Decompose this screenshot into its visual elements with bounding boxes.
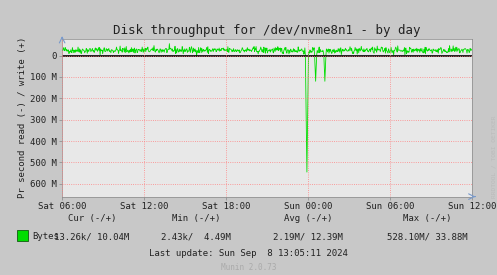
Text: Last update: Sun Sep  8 13:05:11 2024: Last update: Sun Sep 8 13:05:11 2024	[149, 249, 348, 258]
Text: 528.10M/ 33.88M: 528.10M/ 33.88M	[387, 232, 468, 241]
Text: 2.19M/ 12.39M: 2.19M/ 12.39M	[273, 232, 343, 241]
Text: Cur (-/+): Cur (-/+)	[68, 214, 116, 223]
Text: 2.43k/  4.49M: 2.43k/ 4.49M	[162, 232, 231, 241]
Text: Avg (-/+): Avg (-/+)	[284, 214, 332, 223]
Text: RRDTOOL / TOBI OETIKER: RRDTOOL / TOBI OETIKER	[491, 116, 496, 198]
Y-axis label: Pr second read (-) / write (+): Pr second read (-) / write (+)	[18, 37, 27, 198]
Text: 13.26k/ 10.04M: 13.26k/ 10.04M	[54, 232, 130, 241]
Title: Disk throughput for /dev/nvme8n1 - by day: Disk throughput for /dev/nvme8n1 - by da…	[113, 24, 421, 37]
Text: Min (-/+): Min (-/+)	[172, 214, 221, 223]
Text: Max (-/+): Max (-/+)	[403, 214, 452, 223]
Text: Bytes: Bytes	[32, 232, 59, 241]
Text: Munin 2.0.73: Munin 2.0.73	[221, 263, 276, 272]
